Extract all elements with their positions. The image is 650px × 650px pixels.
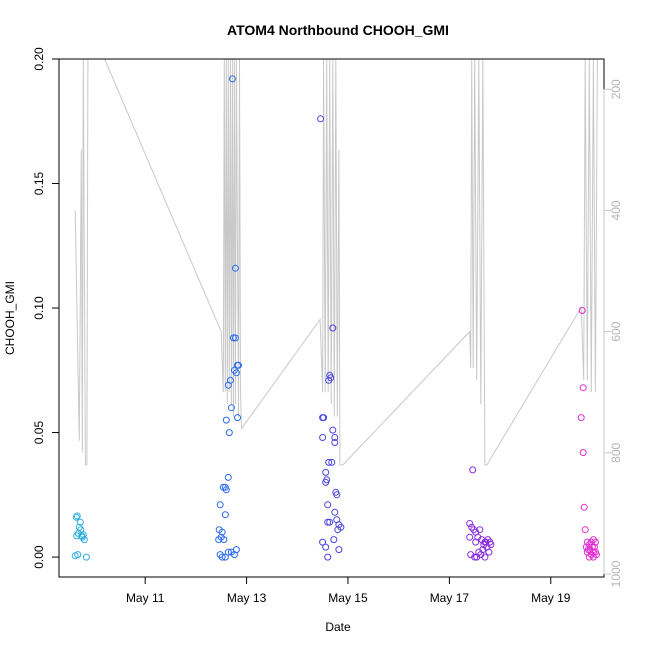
point-0-11 [74,551,82,559]
point-1-11 [234,414,241,422]
point-2-17 [333,491,341,499]
y-tick-label-1: 0.05 [32,421,46,445]
point-1-13 [225,429,233,437]
point-2-19 [331,508,339,516]
point-2-21 [326,518,334,526]
scatter-points-layer [71,75,600,561]
y-tick-label-4: 0.20 [32,47,46,71]
y-axis-label: CHOOH_GMI [3,281,17,355]
point-2-25 [334,526,342,534]
point-2-11 [325,458,333,466]
point-1-7 [232,369,240,377]
right-tick-label-3: 800 [609,442,623,462]
point-1-24 [220,536,228,544]
point-2-22 [324,518,332,526]
point-2-8 [331,434,339,441]
point-1-26 [221,553,229,561]
y-tick-label-2: 0.10 [32,296,46,320]
point-2-12 [328,458,336,466]
point-3-19 [471,553,479,561]
point-4-1 [579,384,587,392]
point-3-24 [472,538,480,546]
point-1-31 [218,553,226,561]
point-4-0 [578,307,586,314]
point-3-22 [485,548,493,556]
point-2-7 [329,426,337,434]
point-1-1 [231,264,239,272]
point-3-0 [469,466,477,474]
x-tick-label-3: May 17 [430,591,470,605]
right-axis: 200 400 600 800 1000 [603,79,623,587]
chart-title: ATOM4 Northbound CHOOH_GMI [227,22,449,38]
point-4-10 [591,538,599,546]
point-4-20 [585,553,593,561]
point-2-18 [324,501,332,509]
y-tick-label-3: 0.15 [32,172,46,196]
point-1-19 [221,511,229,519]
point-4-15 [590,543,598,551]
point-3-21 [481,553,489,561]
point-2-9 [319,434,327,441]
point-1-5 [235,361,242,369]
point-2-13 [322,468,330,476]
point-2-0 [317,115,325,123]
right-tick-label-0: 200 [609,79,623,99]
pressure-trace-layer [74,58,598,466]
point-0-13 [78,533,86,541]
point-0-12 [82,553,90,561]
x-tick-label-1: May 13 [227,591,267,605]
point-1-14 [224,473,232,481]
point-2-15 [322,478,330,486]
x-axis-label: Date [325,620,351,634]
right-tick-label-2: 600 [609,321,623,341]
point-1-21 [218,528,226,536]
point-0-0 [72,513,80,521]
point-2-27 [319,538,327,546]
point-2-29 [335,546,343,554]
point-4-2 [577,414,585,422]
point-1-9 [224,381,232,389]
y-tick-label-0: 0.00 [32,545,46,569]
point-1-10 [227,404,235,412]
right-tick-label-4: 1000 [609,560,623,587]
point-1-2 [229,334,237,342]
point-2-26 [330,536,338,544]
point-3-23 [466,533,474,541]
x-tick-label-0: May 11 [126,591,165,605]
point-4-3 [579,449,587,456]
y-axis: 0.00 0.05 0.10 0.15 0.20 [32,47,60,569]
point-1-0 [228,75,236,83]
pressure-line [74,58,598,466]
point-1-18 [216,501,224,509]
point-2-1 [329,324,337,332]
point-2-4 [325,376,333,384]
point-4-22 [592,551,600,559]
point-4-5 [581,526,589,534]
point-1-27 [224,548,232,556]
point-2-30 [324,553,332,561]
point-0-1 [73,512,81,520]
point-3-1 [466,520,474,527]
x-axis: May 11 May 13 May 15 May 17 May 19 [126,576,571,605]
point-4-4 [580,503,588,511]
point-0-3 [76,518,84,526]
point-4-14 [588,543,596,551]
x-tick-label-2: May 15 [328,591,368,605]
point-3-20 [473,553,481,561]
point-1-12 [222,416,230,424]
point-1-3 [231,334,239,342]
point-2-28 [322,543,330,551]
right-tick-label-1: 400 [609,200,623,220]
x-tick-label-4: May 19 [531,591,571,605]
point-2-10 [331,439,339,446]
point-1-17 [221,483,229,491]
point-1-30 [232,546,240,554]
point-2-6 [320,414,328,422]
